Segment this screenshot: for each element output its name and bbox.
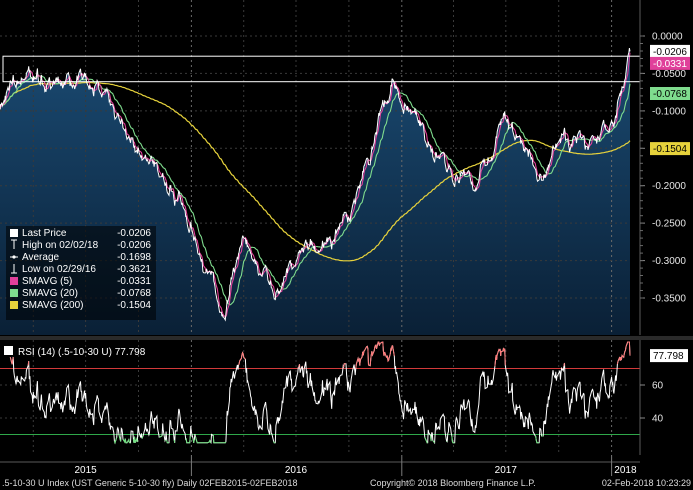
- legend-marker: [10, 229, 18, 237]
- x-year-label: 2018: [614, 465, 637, 476]
- rsi-tick-label: 60: [652, 381, 664, 392]
- rsi-overbought-segments: [9, 341, 631, 369]
- footer-timestamp: 02-Feb-2018 10:23:29: [602, 478, 691, 488]
- rsi-tag-text: 77.798: [653, 351, 684, 362]
- x-year-label: 2017: [495, 465, 518, 476]
- legend-marker: [10, 277, 18, 285]
- rsi-oversold-segments: [113, 434, 544, 445]
- price-tick-label: -0.3000: [652, 256, 686, 267]
- price-tag-text: -0.0331: [653, 59, 687, 70]
- legend-marker: [10, 289, 18, 297]
- rsi-value-tag: 77.798: [650, 349, 688, 363]
- legend-value: -0.3621: [117, 264, 151, 275]
- last-price-area: [0, 48, 630, 335]
- sma200-line: [0, 81, 631, 262]
- legend-label: SMAVG (5): [22, 276, 72, 287]
- price-tag-bg: [650, 142, 690, 156]
- x-axis: 2015 2016 2017 2018: [0, 455, 640, 476]
- legend-label: High on 02/02/18: [22, 240, 99, 251]
- footer-security: .5-10-30 U Index (UST Generic 5-10-30 fl…: [2, 478, 297, 488]
- footer-copyright: Copyright© 2018 Bloomberg Finance L.P.: [370, 478, 536, 488]
- price-tag-text: -0.0206: [653, 47, 687, 58]
- rsi-legend-marker: [4, 346, 13, 355]
- legend-value: -0.0331: [117, 276, 151, 287]
- legend-marker: [10, 301, 18, 309]
- legend-label: SMAVG (200): [22, 300, 84, 311]
- price-tag-text: -0.0768: [653, 89, 687, 100]
- price-tag-text: -0.1504: [653, 144, 687, 155]
- price-tick-label: -0.0500: [652, 69, 686, 80]
- legend-value: -0.1698: [117, 252, 151, 263]
- price-tick-label: -0.3500: [652, 294, 686, 305]
- rsi-tick-label: 40: [652, 414, 664, 425]
- legend-value: -0.0768: [117, 288, 151, 299]
- legend-value: -0.0206: [117, 240, 151, 251]
- rsi-line: [9, 341, 631, 445]
- legend-label: Average: [22, 252, 60, 263]
- footer: .5-10-30 U Index (UST Generic 5-10-30 fl…: [2, 478, 691, 488]
- price-tick-label: -0.2000: [652, 181, 686, 192]
- price-tag-bg: [650, 44, 690, 58]
- rsi-label: RSI (14) (.5-10-30 U) 77.798: [18, 347, 146, 358]
- price-tick-label: -0.1000: [652, 106, 686, 117]
- x-year-label: 2015: [74, 465, 97, 476]
- price-tag-bg: [650, 56, 690, 70]
- x-year-label: 2016: [285, 465, 308, 476]
- price-tick-label: -0.2500: [652, 219, 686, 230]
- last-price-line: [0, 48, 631, 322]
- rsi-y-axis: 60 40: [639, 340, 664, 455]
- legend-label: Low on 02/29/16: [22, 264, 96, 275]
- legend-marker-average-dot: [12, 255, 16, 259]
- panel-divider: [0, 336, 693, 340]
- legend-label: SMAVG (20): [22, 288, 78, 299]
- legend-label: Last Price: [22, 228, 67, 239]
- legend-bg: [6, 226, 156, 320]
- price-tag-bg: [650, 87, 690, 100]
- rsi-vertical-gridlines: [32, 340, 613, 455]
- price-tags: -0.0206-0.0331 -0.0768 -0.1504: [650, 44, 690, 156]
- legend-value: -0.0206: [117, 228, 151, 239]
- legend-value: -0.1504: [117, 300, 151, 311]
- price-tick-label: 0.0000: [652, 32, 683, 43]
- rsi-panel: RSI (14) (.5-10-30 U) 77.798: [0, 340, 640, 455]
- legend: Last Price -0.0206 High on 02/02/18 -0.0206…: [6, 226, 156, 320]
